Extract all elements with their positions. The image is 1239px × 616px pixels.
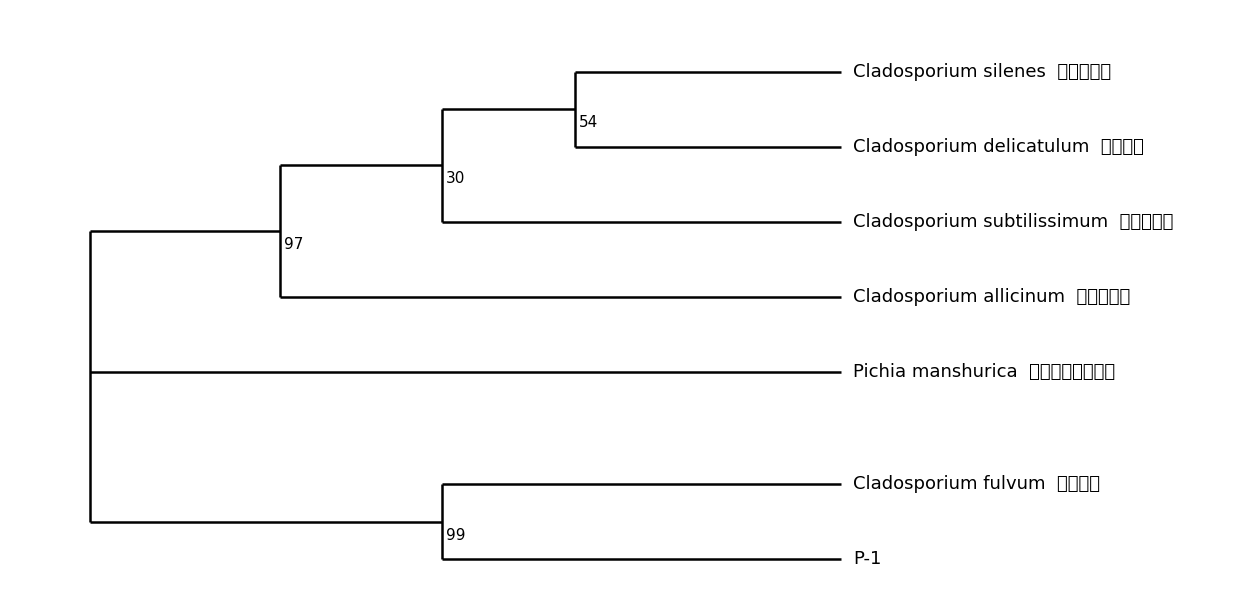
Text: 54: 54 [579, 115, 598, 130]
Text: Pichia manshurica  曼舒里卡毕赤酵母: Pichia manshurica 曼舒里卡毕赤酵母 [852, 363, 1115, 381]
Text: Cladosporium allicinum  蒜状枝孢菌: Cladosporium allicinum 蒜状枝孢菌 [852, 288, 1130, 306]
Text: Cladosporium fulvum  黄枝孢菌: Cladosporium fulvum 黄枝孢菌 [852, 476, 1100, 493]
Text: Cladosporium subtilissimum  蜜囊枝孢菌: Cladosporium subtilissimum 蜜囊枝孢菌 [852, 213, 1173, 231]
Text: Cladosporium silenes  雪轮枝孢菌: Cladosporium silenes 雪轮枝孢菌 [852, 63, 1111, 81]
Text: 99: 99 [446, 528, 465, 543]
Text: 30: 30 [446, 171, 465, 187]
Text: Cladosporium delicatulum  皖枝孢菌: Cladosporium delicatulum 皖枝孢菌 [852, 138, 1144, 156]
Text: P-1: P-1 [852, 550, 881, 569]
Text: 97: 97 [284, 237, 304, 252]
